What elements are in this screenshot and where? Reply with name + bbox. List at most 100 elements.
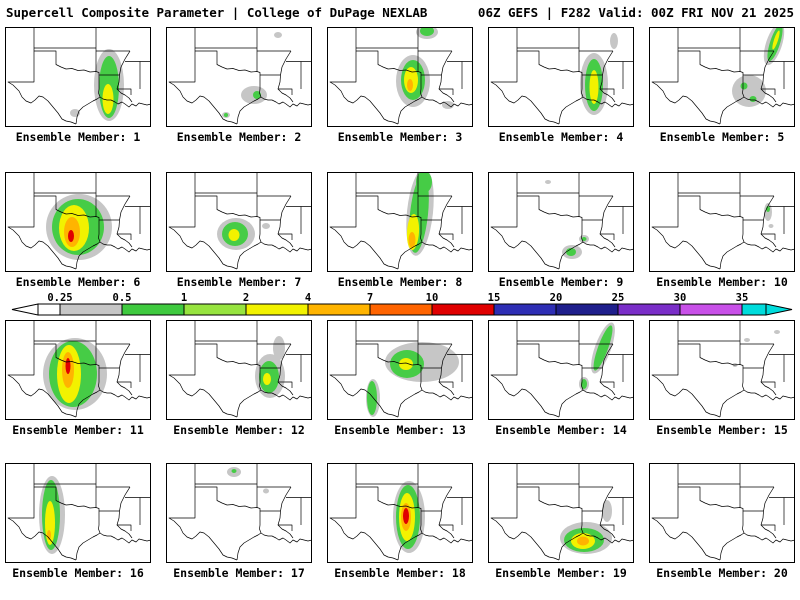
state-borders <box>599 343 616 396</box>
state-borders <box>678 486 745 534</box>
colorbar-segment-9 <box>555 303 619 316</box>
state-borders <box>117 233 132 240</box>
panel-border <box>5 172 151 272</box>
ensemble-panel-1: Ensemble Member: 1 <box>5 27 151 144</box>
state-borders <box>278 88 293 95</box>
scp-map-10 <box>649 172 795 272</box>
scp-map-17 <box>166 463 312 563</box>
state-borders <box>75 532 151 561</box>
state-borders <box>438 343 455 396</box>
panel-border <box>166 27 312 127</box>
state-borders <box>117 524 132 531</box>
panel-border <box>488 172 634 272</box>
state-borders <box>195 195 262 243</box>
ensemble-member-label: Ensemble Member: 13 <box>334 423 466 437</box>
state-borders <box>651 27 721 125</box>
scp-contour-yellow <box>399 358 413 370</box>
colorbar-segment-6 <box>369 303 433 316</box>
title-bar: Supercell Composite Parameter | College … <box>0 0 800 20</box>
ensemble-panel-17: Ensemble Member: 17 <box>166 463 312 580</box>
scp-contour-green <box>420 27 434 36</box>
scp-contour-gray <box>273 336 285 360</box>
scp-contour-yellow <box>102 84 114 114</box>
state-borders <box>600 233 615 240</box>
panel-border <box>649 172 795 272</box>
scp-contour-red <box>65 358 71 374</box>
scp-contour-gray <box>263 488 269 494</box>
scp-contour-gray <box>602 500 612 522</box>
state-borders <box>277 343 294 396</box>
scp-contour-yellow <box>228 229 240 241</box>
panel-border <box>5 463 151 563</box>
ensemble-member-label: Ensemble Member: 19 <box>495 566 627 580</box>
state-borders <box>356 343 423 391</box>
panel-border <box>327 463 473 563</box>
panel-border <box>327 320 473 420</box>
colorbar-segment-3 <box>183 303 247 316</box>
scp-map-5 <box>649 27 795 127</box>
state-borders <box>600 381 615 388</box>
ensemble-panel-18: Ensemble Member: 18 <box>327 463 473 580</box>
state-borders <box>761 88 776 95</box>
colorbar-tick-1: 1 <box>181 292 187 304</box>
colorbar-over-arrow <box>765 303 793 316</box>
colorbar-under-segment <box>37 303 61 316</box>
colorbar-segment-1 <box>59 303 123 316</box>
panel-border <box>327 27 473 127</box>
panel-border <box>166 463 312 563</box>
scp-contour-green <box>581 237 587 241</box>
ensemble-panel-13: Ensemble Member: 13 <box>327 320 473 437</box>
scp-map-18 <box>327 463 473 563</box>
scp-contour-orange <box>577 536 589 546</box>
colorbar-tick-10: 10 <box>426 292 439 304</box>
state-borders <box>7 172 77 270</box>
ensemble-member-label: Ensemble Member: 18 <box>334 566 466 580</box>
state-borders <box>600 524 615 531</box>
scp-map-14 <box>488 320 634 420</box>
ensemble-row-3: Ensemble Member: 11 Ensemble Member: 12 En… <box>0 320 800 437</box>
state-borders <box>438 486 455 539</box>
ensemble-member-label: Ensemble Member: 16 <box>12 566 144 580</box>
state-borders <box>678 195 745 243</box>
state-borders <box>490 463 560 561</box>
state-borders <box>490 27 560 125</box>
scp-contour-red <box>68 230 74 242</box>
ensemble-row-1: Ensemble Member: 1 Ensemble Member: 2 Ense… <box>0 27 800 144</box>
ensemble-panel-12: Ensemble Member: 12 <box>166 320 312 437</box>
scp-contour-gray <box>262 223 270 229</box>
scp-contour-green <box>581 379 587 389</box>
state-borders <box>761 524 776 531</box>
state-borders <box>490 172 560 270</box>
panel-border <box>649 320 795 420</box>
colorbar-tick-30: 30 <box>674 292 687 304</box>
state-borders <box>168 463 238 561</box>
scp-map-7 <box>166 172 312 272</box>
ensemble-member-label: Ensemble Member: 17 <box>173 566 305 580</box>
scp-contour-green <box>253 91 261 99</box>
state-borders <box>277 195 294 248</box>
ensemble-panel-15: Ensemble Member: 15 <box>649 320 795 437</box>
ensemble-panel-3: Ensemble Member: 3 <box>327 27 473 144</box>
ensemble-panel-4: Ensemble Member: 4 <box>488 27 634 144</box>
panel-border <box>649 463 795 563</box>
scp-map-3 <box>327 27 473 127</box>
ensemble-member-label: Ensemble Member: 4 <box>498 130 624 144</box>
state-borders <box>277 486 294 539</box>
colorbar-segment-10 <box>617 303 681 316</box>
state-borders <box>678 50 745 98</box>
colorbar-segment-2 <box>121 303 185 316</box>
ensemble-panel-16: Ensemble Member: 16 <box>5 463 151 580</box>
scp-contour-green <box>367 381 377 415</box>
state-borders <box>356 50 423 98</box>
ensemble-row-4: Ensemble Member: 16 Ensemble Member: 17 En… <box>0 463 800 580</box>
ensemble-member-label: Ensemble Member: 3 <box>337 130 463 144</box>
ensemble-member-label: Ensemble Member: 20 <box>656 566 788 580</box>
state-borders <box>7 27 77 125</box>
scp-contour-gray <box>610 33 618 49</box>
panel-border <box>5 320 151 420</box>
state-borders <box>116 343 133 396</box>
ensemble-member-label: Ensemble Member: 2 <box>176 130 302 144</box>
state-borders <box>329 27 399 125</box>
state-borders <box>438 195 455 248</box>
scp-colorbar: 0.25 0.5 1 2 4 7 10 15 20 25 30 35 <box>0 291 800 319</box>
